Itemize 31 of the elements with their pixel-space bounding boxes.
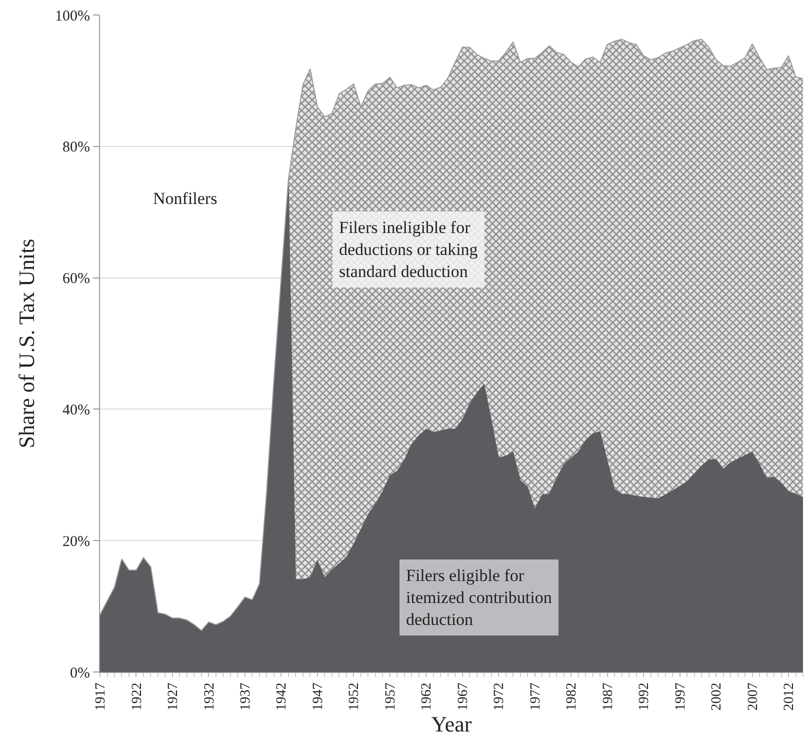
x-tick-label: 1947 bbox=[310, 682, 326, 711]
y-tick-label: 60% bbox=[62, 271, 90, 288]
annotation: Nonfilers bbox=[153, 189, 218, 208]
x-tick-label: 1917 bbox=[94, 682, 109, 711]
x-tick-label: 1977 bbox=[528, 682, 544, 711]
x-tick-label: 2002 bbox=[710, 682, 725, 711]
x-tick-label: 1972 bbox=[492, 682, 508, 711]
x-tick-label: 1942 bbox=[274, 682, 290, 711]
x-tick-label: 1922 bbox=[130, 682, 145, 711]
series-label: Filers ineligible for deductions or taking standard deduction bbox=[339, 218, 478, 282]
y-axis-title: Share of U.S. Tax Units bbox=[14, 238, 39, 448]
x-tick-label: 1932 bbox=[202, 682, 218, 711]
x-axis-title: Year bbox=[431, 712, 472, 736]
series-label: Filers eligible for itemized contribution deduction bbox=[406, 566, 552, 630]
x-tick-label: 1992 bbox=[637, 682, 652, 711]
y-tick-label: 40% bbox=[62, 402, 90, 418]
x-tick-label: 1982 bbox=[564, 682, 580, 711]
x-tick-label: 1927 bbox=[166, 682, 182, 711]
x-tick-label: 1997 bbox=[673, 682, 688, 711]
x-tick-label: 1987 bbox=[600, 682, 616, 711]
x-tick-label: 1952 bbox=[347, 682, 362, 711]
x-tick-label: 1937 bbox=[238, 682, 254, 711]
y-tick-label: 100% bbox=[55, 8, 90, 24]
y-tick-label: 20% bbox=[62, 534, 90, 550]
x-tick-label: 1957 bbox=[383, 682, 398, 711]
x-tick-label: 2007 bbox=[746, 682, 761, 711]
y-tick-label: 80% bbox=[62, 140, 90, 156]
y-tick-label: 0% bbox=[70, 665, 90, 682]
x-tick-label: 2012 bbox=[782, 682, 798, 711]
x-tick-label: 1962 bbox=[420, 682, 435, 711]
x-tick-label: 1967 bbox=[456, 682, 471, 711]
